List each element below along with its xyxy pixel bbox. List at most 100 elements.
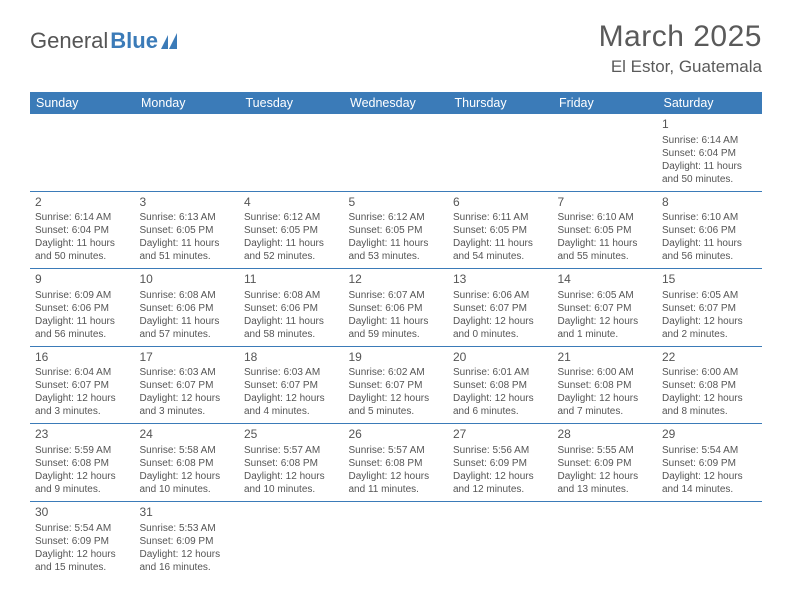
calendar-cell: 16Sunrise: 6:04 AMSunset: 6:07 PMDayligh… [30,346,135,424]
day-number: 13 [453,272,548,288]
calendar-cell [239,501,344,578]
daylight-text: Daylight: 11 hours and 50 minutes. [35,237,130,263]
day-number: 7 [558,195,653,211]
calendar-cell: 17Sunrise: 6:03 AMSunset: 6:07 PMDayligh… [135,346,240,424]
sunrise-text: Sunrise: 6:10 AM [558,211,653,224]
daylight-text: Daylight: 11 hours and 59 minutes. [349,315,444,341]
day-header: Saturday [657,92,762,114]
calendar-cell: 20Sunrise: 6:01 AMSunset: 6:08 PMDayligh… [448,346,553,424]
location: El Estor, Guatemala [599,57,762,77]
sunrise-text: Sunrise: 5:58 AM [140,444,235,457]
sunrise-text: Sunrise: 6:03 AM [244,366,339,379]
day-number: 15 [662,272,757,288]
day-number: 25 [244,427,339,443]
calendar-row: 30Sunrise: 5:54 AMSunset: 6:09 PMDayligh… [30,501,762,578]
daylight-text: Daylight: 11 hours and 53 minutes. [349,237,444,263]
calendar-cell: 21Sunrise: 6:00 AMSunset: 6:08 PMDayligh… [553,346,658,424]
sunset-text: Sunset: 6:08 PM [140,457,235,470]
sunrise-text: Sunrise: 6:00 AM [558,366,653,379]
calendar-cell: 25Sunrise: 5:57 AMSunset: 6:08 PMDayligh… [239,424,344,502]
sunset-text: Sunset: 6:07 PM [244,379,339,392]
day-number: 23 [35,427,130,443]
calendar-cell: 10Sunrise: 6:08 AMSunset: 6:06 PMDayligh… [135,269,240,347]
calendar-cell: 31Sunrise: 5:53 AMSunset: 6:09 PMDayligh… [135,501,240,578]
daylight-text: Daylight: 12 hours and 5 minutes. [349,392,444,418]
calendar-cell: 1Sunrise: 6:14 AMSunset: 6:04 PMDaylight… [657,114,762,191]
calendar-cell: 28Sunrise: 5:55 AMSunset: 6:09 PMDayligh… [553,424,658,502]
calendar-body: 1Sunrise: 6:14 AMSunset: 6:04 PMDaylight… [30,114,762,579]
calendar-cell [344,114,449,191]
calendar-cell [553,501,658,578]
day-number: 20 [453,350,548,366]
calendar-cell: 12Sunrise: 6:07 AMSunset: 6:06 PMDayligh… [344,269,449,347]
sunrise-text: Sunrise: 6:04 AM [35,366,130,379]
calendar-cell [344,501,449,578]
sunset-text: Sunset: 6:04 PM [662,147,757,160]
sunrise-text: Sunrise: 6:03 AM [140,366,235,379]
sunset-text: Sunset: 6:09 PM [558,457,653,470]
calendar-cell: 18Sunrise: 6:03 AMSunset: 6:07 PMDayligh… [239,346,344,424]
daylight-text: Daylight: 12 hours and 10 minutes. [140,470,235,496]
daylight-text: Daylight: 12 hours and 9 minutes. [35,470,130,496]
sunrise-text: Sunrise: 5:53 AM [140,522,235,535]
sunset-text: Sunset: 6:05 PM [349,224,444,237]
sunrise-text: Sunrise: 6:01 AM [453,366,548,379]
calendar-cell: 8Sunrise: 6:10 AMSunset: 6:06 PMDaylight… [657,191,762,269]
daylight-text: Daylight: 12 hours and 11 minutes. [349,470,444,496]
daylight-text: Daylight: 12 hours and 1 minute. [558,315,653,341]
day-number: 29 [662,427,757,443]
sunrise-text: Sunrise: 6:09 AM [35,289,130,302]
sunset-text: Sunset: 6:05 PM [558,224,653,237]
daylight-text: Daylight: 12 hours and 13 minutes. [558,470,653,496]
sunset-text: Sunset: 6:09 PM [140,535,235,548]
logo-word1: General [30,28,108,54]
calendar-cell [239,114,344,191]
day-number: 14 [558,272,653,288]
sunrise-text: Sunrise: 6:13 AM [140,211,235,224]
calendar-cell: 11Sunrise: 6:08 AMSunset: 6:06 PMDayligh… [239,269,344,347]
sunset-text: Sunset: 6:07 PM [349,379,444,392]
sunset-text: Sunset: 6:09 PM [35,535,130,548]
calendar-cell: 22Sunrise: 6:00 AMSunset: 6:08 PMDayligh… [657,346,762,424]
daylight-text: Daylight: 12 hours and 10 minutes. [244,470,339,496]
daylight-text: Daylight: 12 hours and 7 minutes. [558,392,653,418]
daylight-text: Daylight: 11 hours and 56 minutes. [35,315,130,341]
calendar-cell: 26Sunrise: 5:57 AMSunset: 6:08 PMDayligh… [344,424,449,502]
sunset-text: Sunset: 6:07 PM [453,302,548,315]
sunset-text: Sunset: 6:07 PM [558,302,653,315]
day-number: 9 [35,272,130,288]
sunset-text: Sunset: 6:08 PM [558,379,653,392]
day-number: 2 [35,195,130,211]
calendar-row: 16Sunrise: 6:04 AMSunset: 6:07 PMDayligh… [30,346,762,424]
logo: General Blue [30,20,183,54]
daylight-text: Daylight: 12 hours and 4 minutes. [244,392,339,418]
calendar-cell: 9Sunrise: 6:09 AMSunset: 6:06 PMDaylight… [30,269,135,347]
day-number: 28 [558,427,653,443]
calendar-cell: 5Sunrise: 6:12 AMSunset: 6:05 PMDaylight… [344,191,449,269]
calendar-cell: 29Sunrise: 5:54 AMSunset: 6:09 PMDayligh… [657,424,762,502]
calendar-cell: 19Sunrise: 6:02 AMSunset: 6:07 PMDayligh… [344,346,449,424]
day-number: 27 [453,427,548,443]
sunrise-text: Sunrise: 6:07 AM [349,289,444,302]
sunrise-text: Sunrise: 5:54 AM [662,444,757,457]
sunset-text: Sunset: 6:07 PM [35,379,130,392]
calendar-cell: 24Sunrise: 5:58 AMSunset: 6:08 PMDayligh… [135,424,240,502]
calendar-cell [448,114,553,191]
calendar-cell [553,114,658,191]
day-number: 16 [35,350,130,366]
sunset-text: Sunset: 6:07 PM [662,302,757,315]
sunset-text: Sunset: 6:08 PM [244,457,339,470]
calendar-cell: 2Sunrise: 6:14 AMSunset: 6:04 PMDaylight… [30,191,135,269]
sunset-text: Sunset: 6:08 PM [349,457,444,470]
calendar-cell: 27Sunrise: 5:56 AMSunset: 6:09 PMDayligh… [448,424,553,502]
calendar-row: 1Sunrise: 6:14 AMSunset: 6:04 PMDaylight… [30,114,762,191]
day-number: 11 [244,272,339,288]
sunset-text: Sunset: 6:07 PM [140,379,235,392]
sunrise-text: Sunrise: 6:05 AM [662,289,757,302]
sunset-text: Sunset: 6:06 PM [35,302,130,315]
sunset-text: Sunset: 6:04 PM [35,224,130,237]
sunset-text: Sunset: 6:08 PM [35,457,130,470]
title-block: March 2025 El Estor, Guatemala [599,20,762,77]
sunrise-text: Sunrise: 6:12 AM [349,211,444,224]
daylight-text: Daylight: 11 hours and 56 minutes. [662,237,757,263]
